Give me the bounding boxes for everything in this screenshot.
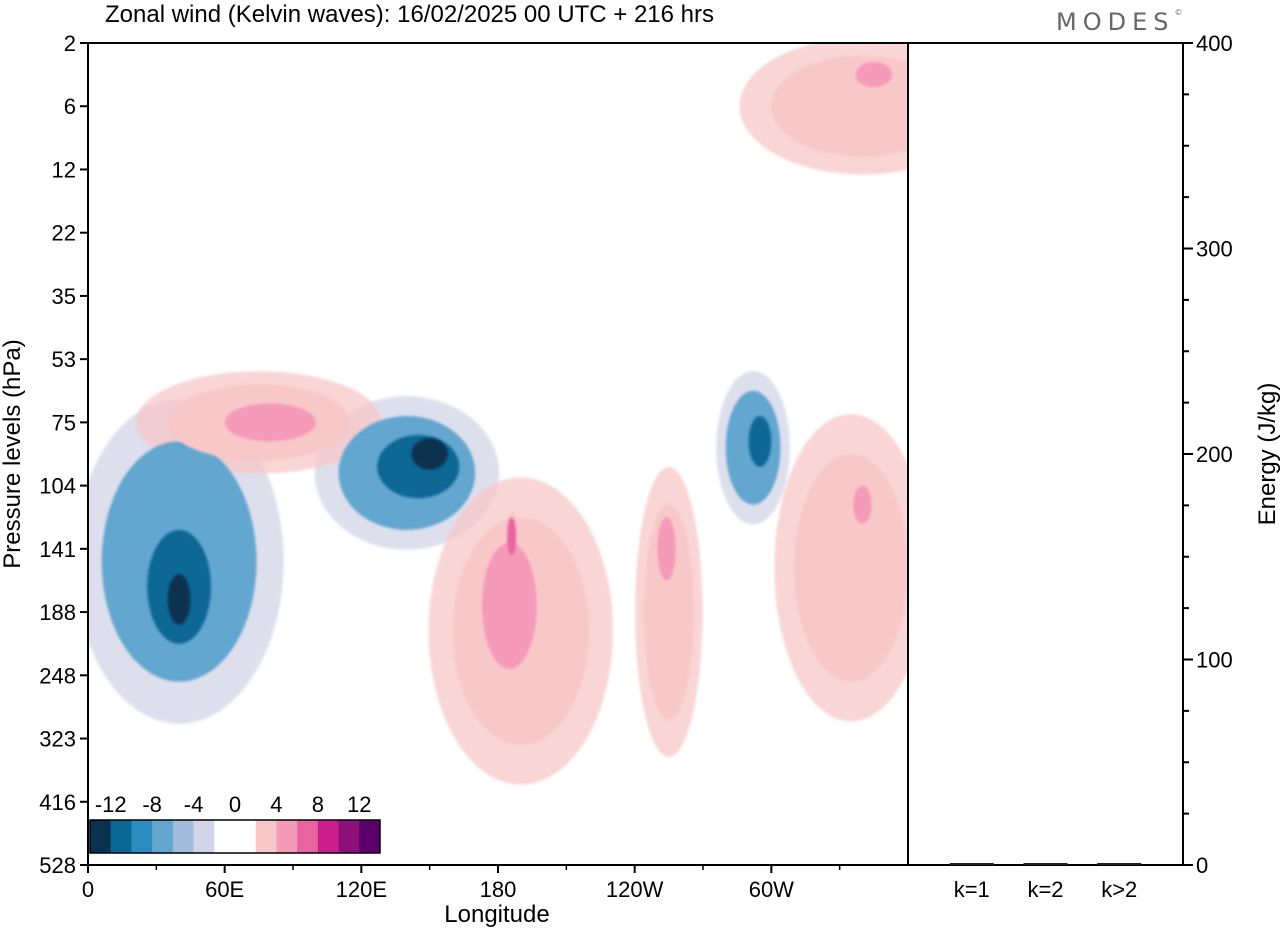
contour-region xyxy=(482,542,537,669)
energy-category-label: k=2 xyxy=(1027,877,1063,902)
y-tick-label: 2 xyxy=(64,31,76,56)
contour-region xyxy=(853,485,872,524)
contour-region xyxy=(507,517,517,556)
colorbar-swatch xyxy=(193,820,215,853)
y-tick-label: 416 xyxy=(39,790,76,815)
energy-category-label: k=1 xyxy=(954,877,990,902)
colorbar-label: 12 xyxy=(347,792,371,817)
colorbar-swatch xyxy=(255,820,277,853)
x-tick-label: 120W xyxy=(606,877,664,902)
colorbar-label: 4 xyxy=(270,792,282,817)
energy-frame xyxy=(907,42,1184,866)
colorbar-label: -12 xyxy=(95,792,127,817)
colorbar-swatch xyxy=(297,820,319,853)
colorbar-label: -8 xyxy=(142,792,162,817)
logo-text: MODES xyxy=(1056,8,1175,36)
colorbar-swatch xyxy=(276,820,298,853)
colorbar-swatch xyxy=(317,820,340,853)
longitude-axis: 0 60E 120E 180 120W 60W xyxy=(82,865,841,902)
colorbar-swatch xyxy=(214,820,236,853)
x-tick-label: 0 xyxy=(82,877,94,902)
colorbar-swatch xyxy=(172,820,195,853)
energy-tick-label: 400 xyxy=(1196,31,1233,56)
contour-region xyxy=(167,574,191,625)
logo-mark: © xyxy=(1174,8,1183,17)
y-tick-label: 104 xyxy=(39,474,76,499)
y-tick-label: 188 xyxy=(39,600,76,625)
energy-bars: k=1 k=2 k>2 xyxy=(949,863,1142,902)
y-axis-label: Pressure levels (hPa) xyxy=(0,339,26,568)
contour-region xyxy=(411,438,448,470)
colorbar-label: 0 xyxy=(229,792,241,817)
colorbar-swatch xyxy=(110,820,132,853)
colorbar-swatch xyxy=(359,820,381,853)
y-tick-label: 248 xyxy=(39,663,76,688)
y-tick-label: 12 xyxy=(52,157,76,182)
colorbar-swatch xyxy=(235,820,257,853)
energy-axis-label: Energy (J/kg) xyxy=(1254,383,1280,526)
colorbar-swatch xyxy=(338,820,360,853)
colorbar-label: -4 xyxy=(184,792,204,817)
contour-region xyxy=(224,403,316,442)
contour-region xyxy=(794,454,908,682)
y-tick-label: 53 xyxy=(52,347,76,372)
colorbar-swatch xyxy=(152,820,174,853)
modes-logo: MODES© xyxy=(1056,8,1182,36)
contour-region xyxy=(657,517,676,581)
x-tick-label: 120E xyxy=(336,877,387,902)
energy-bar xyxy=(1097,863,1142,865)
y-tick-label: 323 xyxy=(39,727,76,752)
energy-tick-label: 200 xyxy=(1196,442,1233,467)
y-tick-label: 528 xyxy=(39,853,76,878)
chart-title: Zonal wind (Kelvin waves): 16/02/2025 00… xyxy=(105,1,714,28)
y-tick-label: 35 xyxy=(52,284,76,309)
contour-region xyxy=(748,416,772,467)
y-tick-label: 22 xyxy=(52,221,76,246)
x-tick-label: 60E xyxy=(205,877,244,902)
x-tick-label: 180 xyxy=(480,877,517,902)
energy-tick-label: 300 xyxy=(1196,237,1233,262)
colorbar-frame xyxy=(89,819,381,854)
colorbar-swatch xyxy=(131,820,153,853)
colorbar-label: 8 xyxy=(312,792,324,817)
colorbar: -12 -8 -4 0 4 8 12 xyxy=(89,792,381,854)
y-tick-label: 75 xyxy=(52,410,76,435)
contour-region xyxy=(855,61,893,88)
energy-category-label: k>2 xyxy=(1101,877,1137,902)
colorbar-swatch xyxy=(90,820,112,853)
energy-tick-label: 0 xyxy=(1196,853,1208,878)
x-tick-label: 60W xyxy=(749,877,794,902)
y-tick-label: 141 xyxy=(39,537,76,562)
contour-field xyxy=(88,43,908,785)
x-axis-label: Longitude xyxy=(444,901,549,928)
contour-region xyxy=(643,504,694,720)
energy-axis: 0 100 200 300 400 xyxy=(1183,31,1233,878)
energy-bar xyxy=(949,863,994,865)
energy-tick-label: 100 xyxy=(1196,648,1233,673)
pressure-axis: 2 6 12 22 35 53 75 104 141 188 248 323 416 528 xyxy=(39,31,88,878)
energy-bar xyxy=(1023,863,1068,865)
y-tick-label: 6 xyxy=(64,94,76,119)
